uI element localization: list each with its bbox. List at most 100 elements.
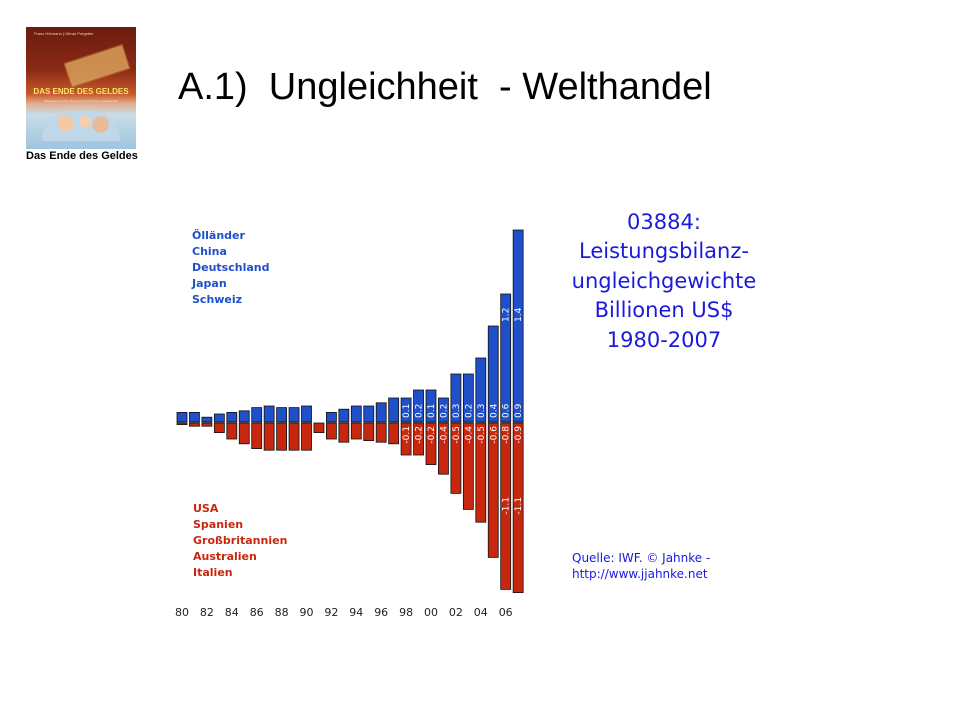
deficit-bar — [213, 422, 225, 434]
x-tick-label: 90 — [300, 606, 314, 619]
surplus-bar — [325, 411, 337, 423]
surplus-bar — [375, 402, 387, 423]
surplus-bar — [251, 407, 263, 423]
legend-deficit-entry: Australien — [193, 550, 257, 563]
surplus-bar — [438, 397, 449, 423]
deficit-bar — [189, 422, 200, 427]
surplus-data-label: 0.1 — [427, 404, 437, 418]
deficit-bar — [450, 422, 462, 494]
deficit-bar — [226, 422, 238, 440]
surplus-data-label: 0.4 — [489, 403, 499, 418]
deficit-bar — [338, 422, 350, 443]
legend-surplus-entry: Ölländer — [192, 228, 245, 242]
surplus-bar — [176, 411, 188, 423]
book-cover-image: Franz Hörmann | Otmar Pregetter DAS ENDE… — [26, 27, 136, 149]
deficit-bar — [512, 422, 524, 594]
surplus-bar — [400, 397, 412, 423]
surplus-bar — [450, 373, 462, 423]
deficit-data-label: -0.8 — [502, 426, 512, 444]
x-tick-label: 94 — [349, 606, 363, 619]
surplus-bar — [301, 405, 312, 423]
deficit-bar — [350, 422, 362, 440]
deficit-data-label: -0.6 — [489, 426, 499, 444]
x-tick-label: 82 — [200, 606, 214, 619]
book-caption: Das Ende des Geldes — [26, 150, 138, 162]
surplus-bar — [238, 410, 250, 423]
x-tick-label: 84 — [225, 606, 239, 619]
legend-deficit-entry: Italien — [193, 566, 233, 579]
slide-title: A.1) Ungleichheit - Welthandel — [178, 66, 712, 108]
x-tick-label: 80 — [175, 606, 189, 619]
x-tick-label: 04 — [474, 606, 488, 619]
surplus-bar — [189, 411, 200, 423]
legend-deficit-entry: Spanien — [193, 518, 243, 531]
surplus-data-label: 0.3 — [477, 404, 487, 418]
surplus-bar — [413, 389, 424, 423]
deficit-bar — [238, 422, 250, 445]
deficit-data-label: -1.1 — [502, 497, 512, 515]
chart-title-line: 03884: — [627, 210, 701, 234]
surplus-data-label: 1.2 — [502, 308, 512, 322]
deficit-bar — [301, 422, 312, 451]
deficit-data-label: -0.1 — [402, 426, 412, 444]
chart-title-line: 1980-2007 — [607, 328, 721, 352]
chart-title-line: Leistungsbilanz- — [579, 239, 749, 263]
surplus-data-label: 1.4 — [514, 307, 524, 322]
surplus-data-label: 0.2 — [464, 404, 474, 418]
deficit-bar — [276, 422, 288, 451]
x-tick-label: 00 — [424, 606, 438, 619]
x-tick-label: 02 — [449, 606, 463, 619]
legend-deficit-entry: Großbritannien — [193, 534, 287, 547]
deficit-bar — [375, 422, 387, 443]
deficit-bar — [363, 422, 375, 442]
deficit-data-label: -0.9 — [514, 426, 524, 444]
deficit-bar — [438, 422, 449, 475]
deficit-bar — [176, 422, 188, 426]
deficit-bar — [288, 422, 300, 451]
surplus-bar — [512, 229, 524, 423]
surplus-data-label: 0.9 — [514, 403, 524, 418]
surplus-bar — [475, 357, 487, 423]
x-tick-label: 88 — [275, 606, 289, 619]
surplus-bar — [226, 411, 238, 423]
deficit-data-label: -0.4 — [464, 426, 474, 444]
legend-surplus-entry: Japan — [191, 277, 227, 290]
legend-surplus-entry: Schweiz — [192, 293, 242, 306]
legend-deficit-entry: USA — [193, 502, 219, 515]
legend-surplus-entry: Deutschland — [192, 261, 269, 274]
deficit-bar — [201, 422, 213, 427]
deficit-bar — [400, 422, 412, 456]
surplus-bar — [350, 405, 362, 423]
surplus-bar — [425, 389, 437, 423]
surplus-data-label: 0.6 — [502, 403, 512, 418]
deficit-bar — [251, 422, 263, 450]
chart-title-line: Billionen US$ — [595, 298, 734, 322]
deficit-data-label: -0.2 — [415, 426, 425, 444]
x-tick-label: 86 — [250, 606, 264, 619]
x-tick-label: 96 — [374, 606, 388, 619]
chart-source-line: Quelle: IWF. © Jahnke - — [572, 551, 710, 565]
surplus-bar — [462, 373, 474, 423]
surplus-bar — [487, 325, 499, 423]
surplus-bar — [338, 408, 350, 423]
deficit-data-label: -0.5 — [452, 426, 462, 444]
surplus-data-label: 0.1 — [402, 404, 412, 418]
x-tick-label: 98 — [399, 606, 413, 619]
deficit-bar — [413, 422, 424, 456]
deficit-bar — [487, 422, 499, 558]
surplus-data-label: 0.3 — [452, 404, 462, 418]
book-cover-family-photo — [42, 111, 120, 141]
x-tick-label: 92 — [324, 606, 338, 619]
deficit-bar — [325, 422, 337, 440]
book-cover-title: DAS ENDE DES GELDES — [33, 87, 129, 96]
surplus-bar — [288, 407, 300, 423]
surplus-data-label: 0.2 — [439, 404, 449, 418]
book-cover-subtitle: Wegweiser in eine ökonomisch erleuchtete… — [43, 99, 119, 103]
deficit-bar — [462, 422, 474, 510]
surplus-bar — [500, 293, 512, 423]
book-authors: Franz Hörmann | Otmar Pregetter — [34, 31, 94, 36]
surplus-bar — [276, 407, 288, 423]
deficit-bar — [263, 422, 275, 451]
legend-surplus-entry: China — [192, 245, 227, 258]
